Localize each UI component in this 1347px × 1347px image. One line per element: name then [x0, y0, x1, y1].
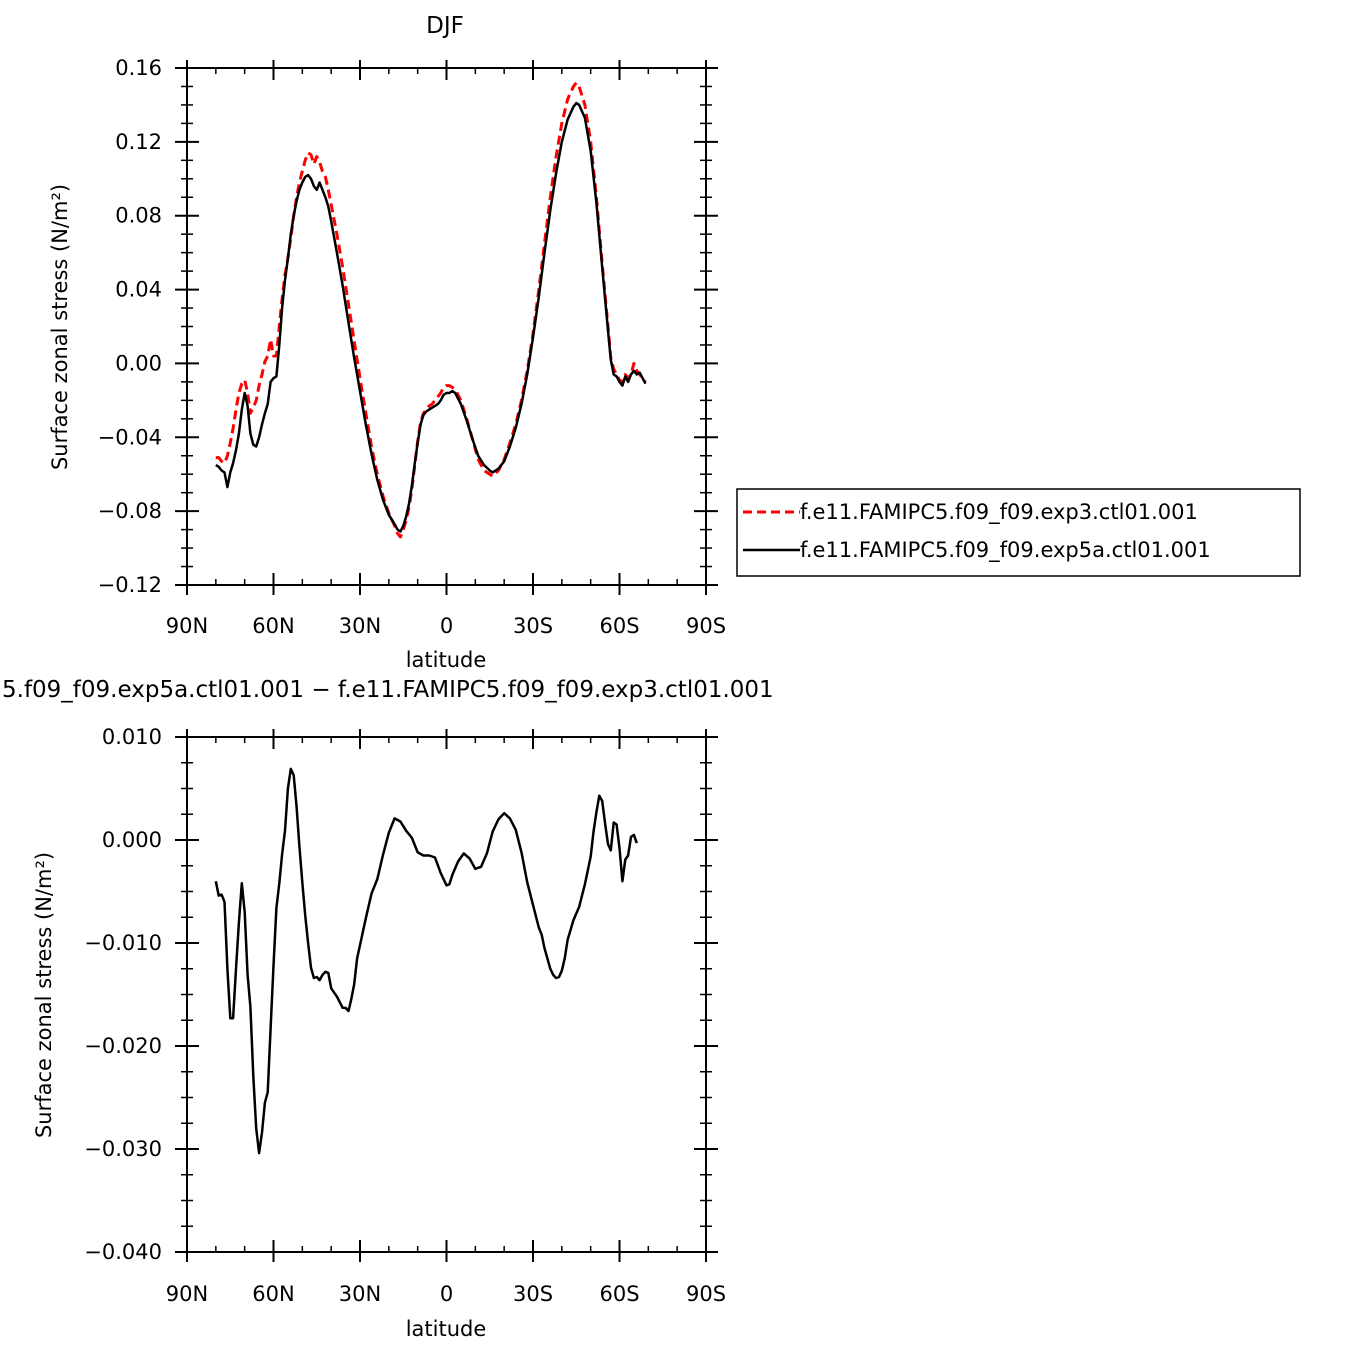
top-chart-x-tick-label: 90S: [686, 614, 726, 638]
top-chart-y-tick-label: −0.08: [98, 499, 162, 523]
bottom-chart-y-tick-label: −0.010: [84, 931, 162, 955]
top-chart: DJF latitude Surface zonal stress (N/m²)…: [48, 13, 726, 672]
bottom-chart-x-tick-label: 60N: [252, 1282, 294, 1306]
bottom-chart-y-tick-label: 0.000: [102, 828, 162, 852]
top-chart-frame: [186, 67, 707, 586]
bottom-chart-x-tick-label: 30N: [339, 1282, 381, 1306]
top-chart-x-axis-title: latitude: [406, 648, 487, 672]
top-chart-y-tick-label: 0.12: [115, 130, 162, 154]
bottom-chart-x-axis-title: latitude: [406, 1317, 487, 1341]
legend-label-exp5a: f.e11.FAMIPC5.f09_f09.exp5a.ctl01.001: [800, 538, 1211, 563]
top-chart-ticks: 90N 60N 30N 0 30S 60S 90S 0.16 0.12 0.08 0.04 0.00 −…: [98, 56, 726, 638]
bottom-chart-series-line-0: [214, 767, 638, 1155]
top-chart-x-tick-label: 60S: [599, 614, 639, 638]
top-chart-x-tick-label: 60N: [252, 614, 294, 638]
top-chart-x-tick-label: 30N: [339, 614, 381, 638]
legend-label-exp3: f.e11.FAMIPC5.f09_f09.exp3.ctl01.001: [800, 500, 1198, 525]
bottom-chart-ticks: 90N 60N 30N 0 30S 60S 90S 0.010 0.000 −0.010 −0.02…: [84, 725, 726, 1306]
top-chart-y-tick-label: 0.16: [115, 56, 162, 80]
bottom-chart-y-tick-label: −0.040: [84, 1240, 162, 1264]
top-chart-series-line-0: [215, 81, 647, 539]
top-chart-y-tick-label: −0.04: [98, 425, 162, 449]
bottom-chart-x-tick-label: 90N: [166, 1282, 208, 1306]
top-chart-y-axis-title: Surface zonal stress (N/m²): [48, 184, 72, 470]
bottom-chart-series: [214, 767, 638, 1155]
bottom-chart-x-tick-label: 60S: [599, 1282, 639, 1306]
top-chart-title: DJF: [426, 13, 464, 39]
bottom-chart-y-axis-title: Surface zonal stress (N/m²): [32, 852, 56, 1138]
top-chart-x-tick-label: 90N: [166, 614, 208, 638]
top-chart-y-tick-label: 0.08: [115, 204, 162, 228]
top-chart-x-tick-label: 30S: [513, 614, 553, 638]
top-chart-series-line-1: [215, 101, 647, 533]
legend: f.e11.FAMIPC5.f09_f09.exp3.ctl01.001 f.e…: [736, 488, 1301, 577]
bottom-chart-x-tick-label: 30S: [513, 1282, 553, 1306]
top-chart-series: [215, 81, 647, 539]
bottom-chart-y-tick-label: −0.030: [84, 1137, 162, 1161]
bottom-chart-x-tick-label: 0: [440, 1282, 453, 1306]
top-chart-y-tick-label: 0.00: [115, 351, 162, 375]
bottom-chart-y-tick-label: −0.020: [84, 1034, 162, 1058]
top-chart-x-tick-label: 0: [440, 614, 453, 638]
bottom-chart-y-tick-label: 0.010: [102, 725, 162, 749]
bottom-chart-title: 5.f09_f09.exp5a.ctl01.001 − f.e11.FAMIPC…: [2, 677, 774, 703]
top-chart-y-tick-label: 0.04: [115, 278, 162, 302]
bottom-chart-frame: [186, 736, 707, 1253]
top-chart-y-tick-label: −0.12: [98, 573, 162, 597]
legend-box: [736, 488, 1301, 577]
bottom-chart: 5.f09_f09.exp5a.ctl01.001 − f.e11.FAMIPC…: [2, 677, 774, 1341]
bottom-chart-x-tick-label: 90S: [686, 1282, 726, 1306]
